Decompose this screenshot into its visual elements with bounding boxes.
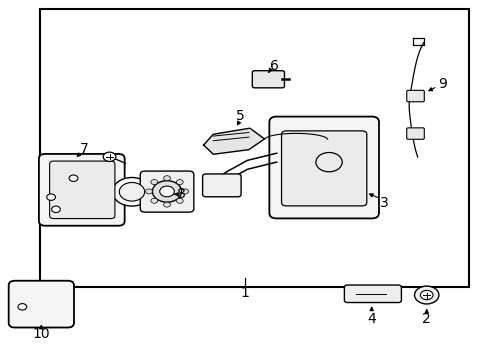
Circle shape <box>420 291 433 300</box>
FancyBboxPatch shape <box>407 90 424 102</box>
Text: 10: 10 <box>32 327 50 341</box>
Text: 6: 6 <box>270 59 279 73</box>
Circle shape <box>18 303 27 310</box>
Circle shape <box>119 183 145 201</box>
Bar <box>40 9 469 287</box>
FancyBboxPatch shape <box>282 131 367 206</box>
FancyBboxPatch shape <box>270 117 379 219</box>
Circle shape <box>151 198 158 203</box>
Circle shape <box>176 198 183 203</box>
Circle shape <box>160 186 174 197</box>
Circle shape <box>164 176 171 181</box>
Text: 4: 4 <box>368 312 376 325</box>
Circle shape <box>182 189 189 194</box>
Circle shape <box>146 189 152 194</box>
Circle shape <box>176 180 183 185</box>
Text: 8: 8 <box>177 186 186 201</box>
Text: 7: 7 <box>80 141 89 156</box>
Circle shape <box>152 181 182 202</box>
FancyBboxPatch shape <box>202 174 241 197</box>
Circle shape <box>415 286 439 304</box>
Text: 1: 1 <box>241 285 249 300</box>
Text: 9: 9 <box>438 77 447 91</box>
Circle shape <box>103 152 116 161</box>
FancyBboxPatch shape <box>140 171 194 212</box>
FancyBboxPatch shape <box>252 71 285 88</box>
Circle shape <box>69 175 78 181</box>
FancyBboxPatch shape <box>9 281 74 328</box>
FancyBboxPatch shape <box>407 128 424 139</box>
Text: 5: 5 <box>236 109 245 123</box>
Text: 3: 3 <box>379 196 388 210</box>
Circle shape <box>113 177 151 206</box>
Circle shape <box>51 206 60 212</box>
Text: 2: 2 <box>422 312 431 325</box>
FancyBboxPatch shape <box>49 161 115 219</box>
Circle shape <box>151 180 158 185</box>
Circle shape <box>47 194 55 201</box>
Polygon shape <box>203 128 265 154</box>
Circle shape <box>164 202 171 207</box>
FancyBboxPatch shape <box>344 285 401 302</box>
FancyBboxPatch shape <box>39 154 124 226</box>
